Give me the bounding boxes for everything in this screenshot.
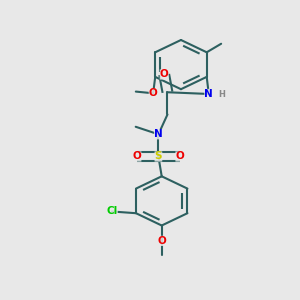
- Text: O: O: [133, 152, 141, 161]
- Text: N: N: [204, 89, 213, 99]
- Text: S: S: [155, 152, 162, 161]
- Text: O: O: [160, 70, 169, 80]
- Text: O: O: [149, 88, 158, 98]
- Text: N: N: [154, 129, 163, 139]
- Text: O: O: [176, 152, 184, 161]
- Text: H: H: [218, 90, 225, 99]
- Text: O: O: [157, 236, 166, 246]
- Text: Cl: Cl: [106, 206, 118, 217]
